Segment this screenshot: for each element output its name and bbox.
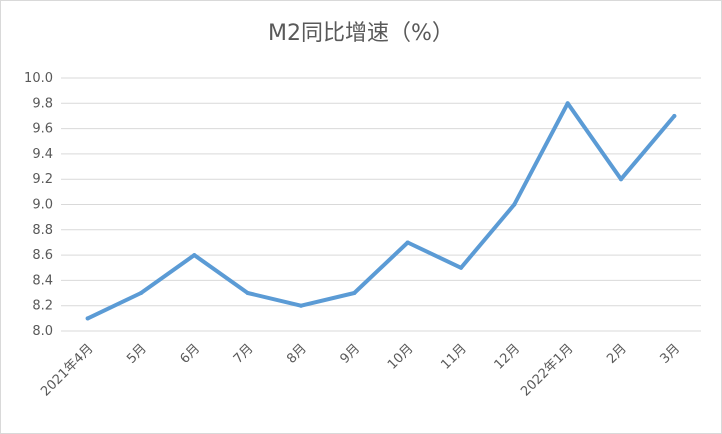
data-point	[512, 202, 517, 207]
data-point	[672, 113, 677, 118]
y-tick-label: 8.6	[32, 248, 53, 263]
data-point	[299, 303, 303, 308]
y-tick-label: 10.0	[24, 71, 53, 86]
x-tick-label: 2022年1月	[518, 341, 576, 399]
x-tick-label: 8月	[284, 341, 310, 367]
series-line	[85, 101, 677, 321]
x-tick-label: 9月	[338, 341, 364, 367]
x-tick-label: 3月	[658, 341, 684, 367]
y-tick-label: 8.4	[32, 273, 53, 288]
y-tick-label: 9.2	[32, 172, 53, 187]
data-point	[459, 265, 463, 270]
y-tick-label: 8.0	[32, 324, 53, 339]
y-tick-label: 8.2	[32, 299, 53, 314]
y-tick-label: 9.4	[32, 147, 53, 162]
x-tick-label: 5月	[124, 341, 150, 367]
data-point	[619, 177, 623, 182]
y-axis-ticks: 8.0 8.2 8.4 8.6 8.8 9.0 9.2 9.4 9.6 9.8 10.0	[24, 71, 53, 339]
data-point	[139, 291, 143, 296]
data-point	[565, 101, 570, 106]
y-tick-label: 8.8	[32, 223, 53, 238]
x-tick-label: 10月	[385, 341, 416, 372]
x-tick-label: 7月	[231, 341, 257, 367]
y-tick-label: 9.6	[32, 122, 53, 137]
x-tick-label: 2月	[604, 341, 630, 367]
x-tick-label: 11月	[438, 341, 469, 372]
data-point	[85, 316, 90, 321]
y-tick-label: 9.8	[32, 96, 53, 111]
series-layer	[85, 101, 677, 321]
chart-title: M2同比增速（%）	[268, 21, 454, 46]
data-point	[192, 253, 197, 258]
x-tick-label: 2021年4月	[38, 341, 96, 399]
data-point	[405, 240, 410, 245]
x-tick-label: 12月	[492, 341, 523, 372]
x-tick-label: 6月	[178, 341, 204, 367]
y-tick-label: 9.0	[32, 198, 53, 213]
data-point	[352, 291, 357, 296]
gridlines	[61, 77, 701, 332]
data-point	[245, 291, 250, 296]
